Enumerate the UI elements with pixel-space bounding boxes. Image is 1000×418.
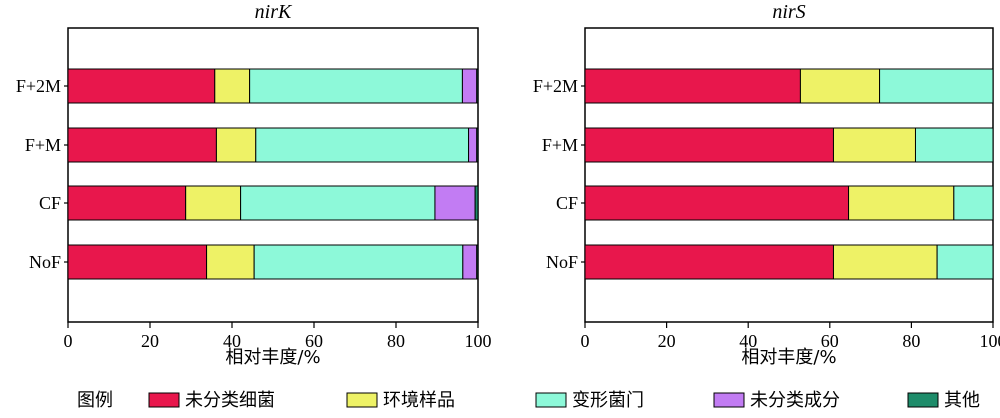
bar-segment-nirs: [832, 244, 938, 280]
y-tick-label-nirs: NoF: [546, 252, 578, 272]
x-tick-label-nirs: 20: [658, 331, 676, 351]
x-tick-label-nirk: 40: [223, 331, 241, 351]
bar-segment-nirs: [953, 185, 994, 221]
bar-segment-nirs: [936, 244, 994, 280]
bar-segment-nirs: [799, 68, 881, 104]
x-tick-label-nirs: 100: [980, 331, 1000, 351]
bar-segment-nirk: [476, 127, 479, 163]
x-tick-label-nirs: 60: [821, 331, 839, 351]
legend-label: 环境样品: [383, 390, 455, 411]
plot-frame-nirk: [67, 27, 479, 323]
bar-segment-nirk: [476, 68, 479, 104]
bar-segment-nirs: [584, 127, 834, 163]
x-axis-label-nirk: 相对丰度/%: [225, 347, 320, 368]
x-tick-label-nirs: 0: [581, 331, 590, 351]
y-tick-label-nirs: F+M: [542, 135, 578, 155]
bar-segment-nirk: [461, 68, 478, 104]
chart-title-nirk: nirK: [255, 1, 293, 23]
legend: 图例 未分类细菌 环境样品 变形菌门 未分类成分 其他: [77, 390, 980, 411]
bar-segment-nirk: [240, 185, 436, 221]
y-tick-label-nirk: CF: [39, 193, 61, 213]
x-tick-label-nirk: 20: [141, 331, 159, 351]
legend-swatch: [535, 392, 567, 408]
panel-nirs: nirS F+2M F+M CF NoF 0 20 40 60 80 100 相对丰度/%: [533, 1, 1000, 368]
x-tick-label-nirs: 40: [739, 331, 757, 351]
legend-title: 图例: [77, 390, 113, 411]
legend-label: 变形菌门: [572, 390, 644, 411]
bar-segment-nirk: [215, 127, 257, 163]
bar-segment-nirs: [914, 127, 994, 163]
bar-segment-nirs: [879, 68, 994, 104]
x-tick-label-nirk: 60: [305, 331, 323, 351]
bar-segment-nirs: [584, 244, 834, 280]
legend-label: 未分类细菌: [185, 390, 275, 411]
x-tick-label-nirk: 0: [64, 331, 73, 351]
bar-segment-nirk: [67, 244, 208, 280]
bar-segment-nirs: [848, 185, 955, 221]
bar-segment-nirk: [67, 185, 187, 221]
bar-segment-nirk: [185, 185, 242, 221]
x-axis-label-nirs: 相对丰度/%: [741, 347, 836, 368]
bar-segment-nirk: [468, 127, 478, 163]
y-tick-label-nirk: F+2M: [16, 76, 61, 96]
x-tick-label-nirk: 80: [387, 331, 405, 351]
bar-segment-nirk: [255, 127, 470, 163]
legend-swatch: [907, 392, 939, 408]
y-tick-label-nirs: F+2M: [533, 76, 578, 96]
bar-segment-nirk: [474, 185, 479, 221]
bar-segment-nirs: [584, 185, 850, 221]
bar-segment-nirs: [832, 127, 916, 163]
bar-segment-nirk: [206, 244, 255, 280]
bar-segment-nirk: [67, 68, 216, 104]
bar-segment-nirs: [584, 68, 801, 104]
plot-frame-nirs: [584, 27, 994, 323]
legend-swatch: [713, 392, 745, 408]
bar-segment-nirk: [462, 244, 478, 280]
y-tick-label-nirs: CF: [556, 193, 578, 213]
x-tick-label-nirk: 100: [465, 331, 492, 351]
bar-segment-nirk: [214, 68, 251, 104]
legend-swatch: [148, 392, 180, 408]
panel-nirk: nirK F+2M F+M CF NoF 0 20 40 60 80 100 相对丰度/%: [16, 1, 492, 368]
chart-title-nirs: nirS: [772, 1, 805, 23]
bar-segment-nirk: [434, 185, 476, 221]
bar-segment-nirk: [249, 68, 463, 104]
bar-segment-nirk: [67, 127, 217, 163]
legend-label: 其他: [944, 390, 980, 411]
bar-segment-nirk: [476, 244, 479, 280]
y-tick-label-nirk: NoF: [29, 252, 61, 272]
y-tick-label-nirk: F+M: [25, 135, 61, 155]
bar-segment-nirk: [253, 244, 464, 280]
legend-label: 未分类成分: [750, 390, 840, 411]
x-tick-label-nirs: 80: [902, 331, 920, 351]
legend-swatch: [346, 392, 378, 408]
